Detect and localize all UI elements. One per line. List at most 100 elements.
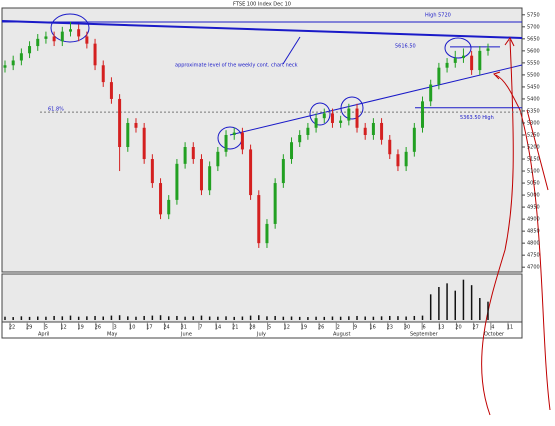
level-label: 5616.50 (395, 43, 416, 49)
candle-body (142, 127, 146, 160)
x-tick-label: 20 (455, 325, 461, 331)
candle-body (68, 29, 72, 32)
x-tick-label: 6 (423, 325, 426, 331)
candle-body (3, 65, 7, 68)
candle-body (159, 183, 163, 215)
x-tick-label: 10 (129, 325, 135, 331)
candle-body (85, 36, 89, 44)
y-tick-label: 5400 (527, 96, 540, 102)
y-tick-label: 5150 (527, 157, 540, 163)
candle-body (347, 108, 351, 121)
arrow (495, 74, 551, 411)
candle-body (453, 58, 457, 63)
x-tick-label: 11 (507, 325, 513, 331)
candle-body (445, 62, 449, 68)
circle (309, 102, 331, 126)
y-tick-label: 4750 (527, 253, 540, 259)
candle-body (322, 113, 326, 119)
y-tick-label: 5200 (527, 145, 540, 151)
y-tick-label: 5250 (527, 132, 540, 138)
y-tick-label: 4850 (527, 229, 540, 235)
y-tick-label: 5450 (527, 84, 540, 90)
candle-body (437, 67, 441, 85)
candle-body (134, 122, 138, 128)
y-tick-label: 4800 (527, 241, 540, 247)
x-tick-label: 27 (472, 325, 478, 331)
y-tick-label: 5550 (527, 60, 540, 66)
x-tick-label: 2 (337, 325, 340, 331)
candle-body (183, 147, 187, 164)
arrowhead (504, 37, 515, 47)
y-tick-label: 4900 (527, 217, 540, 223)
chart-title: FTSE 100 Index Dec 10 (233, 2, 291, 8)
candle-body (404, 151, 408, 167)
candle-body (224, 134, 228, 152)
x-tick-label: 21 (232, 325, 238, 331)
trend-line (229, 64, 523, 136)
candle-body (339, 120, 343, 123)
x-tick-label: 9 (354, 325, 357, 331)
month-label: April (38, 332, 49, 338)
candle-body (396, 154, 400, 167)
y-tick-label: 5700 (527, 24, 540, 30)
x-tick-label: 22 (9, 325, 15, 331)
x-tick-label: 4 (491, 325, 494, 331)
volume-area (1, 273, 523, 323)
circle (340, 96, 364, 120)
x-tick-label: 23 (387, 325, 393, 331)
candle-body (208, 166, 212, 191)
y-tick-label: 5100 (527, 169, 540, 175)
arrow (481, 39, 514, 416)
x-tick-label: 24 (163, 325, 169, 331)
candle-body (77, 29, 81, 37)
x-tick-label: 19 (78, 325, 84, 331)
date-axis (1, 321, 523, 339)
plot-area (1, 7, 523, 273)
y-tick-label: 5050 (527, 181, 540, 187)
candle-body (36, 38, 40, 47)
candle-body (52, 36, 56, 42)
candle-body (380, 122, 384, 140)
x-tick-label: 26 (95, 325, 101, 331)
candle-body (199, 159, 203, 191)
level-label: 5363.50 High (460, 115, 494, 121)
x-tick-label: 3 (113, 325, 116, 331)
candle-body (355, 108, 359, 128)
candle-body (150, 159, 154, 184)
candle-body (126, 122, 130, 148)
x-tick-label: 13 (438, 325, 444, 331)
candle-body (478, 50, 482, 71)
x-tick-label: 30 (404, 325, 410, 331)
note-pointer (282, 36, 301, 65)
candle-body (470, 55, 474, 71)
y-tick-label: 5000 (527, 193, 540, 199)
candle-body (93, 43, 97, 66)
month-label: October (484, 332, 505, 338)
candle-body (421, 101, 425, 128)
arrow (526, 109, 549, 191)
candle-body (257, 195, 261, 244)
x-tick-label: 19 (301, 325, 307, 331)
month-label: June (180, 332, 192, 338)
x-tick-label: 12 (60, 325, 66, 331)
x-tick-label: 5 (268, 325, 271, 331)
y-tick-label: 4700 (527, 265, 540, 271)
y-tick-label: 5600 (527, 48, 540, 54)
x-tick-label: 5 (45, 325, 48, 331)
candle-body (191, 147, 195, 160)
x-tick-label: 16 (369, 325, 375, 331)
y-tick-label: 5650 (527, 36, 540, 42)
candle-body (232, 132, 236, 135)
month-label: May (107, 332, 117, 338)
y-tick-label: 4950 (527, 205, 540, 211)
candle-body (60, 31, 64, 42)
arrowhead (493, 71, 501, 80)
candle-body (11, 60, 15, 66)
month-label: August (333, 332, 351, 338)
candle-body (28, 46, 32, 54)
candle-body (19, 53, 23, 61)
y-tick-label: 5500 (527, 72, 540, 78)
candle-body (371, 122, 375, 135)
candle-body (363, 127, 367, 135)
level-label: 61.8% (48, 107, 64, 113)
